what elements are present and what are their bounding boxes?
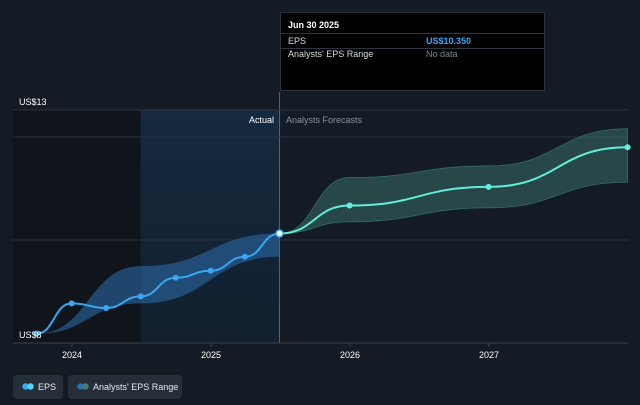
- eps-forecast-point: [485, 183, 492, 190]
- highlight-period: [140, 110, 280, 343]
- y-axis-top-label: US$13: [19, 97, 47, 107]
- eps-forecast-point: [624, 144, 631, 151]
- eps-point: [241, 253, 248, 260]
- eps-point: [207, 267, 214, 274]
- forecast-region-label: Analysts Forecasts: [286, 115, 363, 125]
- eps-point: [103, 305, 110, 312]
- range-legend-icon: [77, 383, 89, 390]
- eps-point: [68, 300, 75, 307]
- eps-point: [275, 229, 284, 238]
- x-tick-label: 2027: [479, 350, 499, 360]
- tooltip-eps-value: US$10.350: [426, 36, 472, 46]
- analysts-eps-range-band: [279, 128, 629, 234]
- legend-item-eps[interactable]: EPS: [13, 375, 63, 399]
- eps-point: [172, 274, 179, 281]
- tooltip-row-eps: EPS US$10.350: [281, 33, 544, 49]
- tooltip-eps-label: EPS: [288, 36, 307, 46]
- actual-region-label: Actual: [249, 115, 274, 125]
- hover-tooltip: Jun 30 2025 EPS US$10.350 Analysts' EPS …: [280, 12, 545, 91]
- y-axis-bottom-label: US$8: [19, 330, 42, 340]
- x-tick-label: 2026: [340, 350, 360, 360]
- historical-eps-range-band: [36, 233, 280, 334]
- legend-item-eps-range[interactable]: Analysts' EPS Range: [68, 375, 182, 399]
- x-tick-label: 2025: [201, 350, 221, 360]
- tooltip-row-range: Analysts' EPS Range No data: [281, 47, 544, 61]
- eps-forecast-point: [346, 202, 353, 209]
- legend-range-label: Analysts' EPS Range: [93, 382, 179, 392]
- eps-legend-icon: [22, 383, 34, 390]
- tooltip-range-value: No data: [426, 49, 458, 59]
- tooltip-date: Jun 30 2025: [288, 20, 340, 30]
- x-tick-label: 2024: [62, 350, 82, 360]
- eps-point: [33, 330, 40, 337]
- tooltip-range-label: Analysts' EPS Range: [288, 49, 374, 59]
- legend-eps-label: EPS: [38, 382, 57, 392]
- eps-forecast-line: [279, 146, 628, 235]
- eps-point: [137, 293, 144, 300]
